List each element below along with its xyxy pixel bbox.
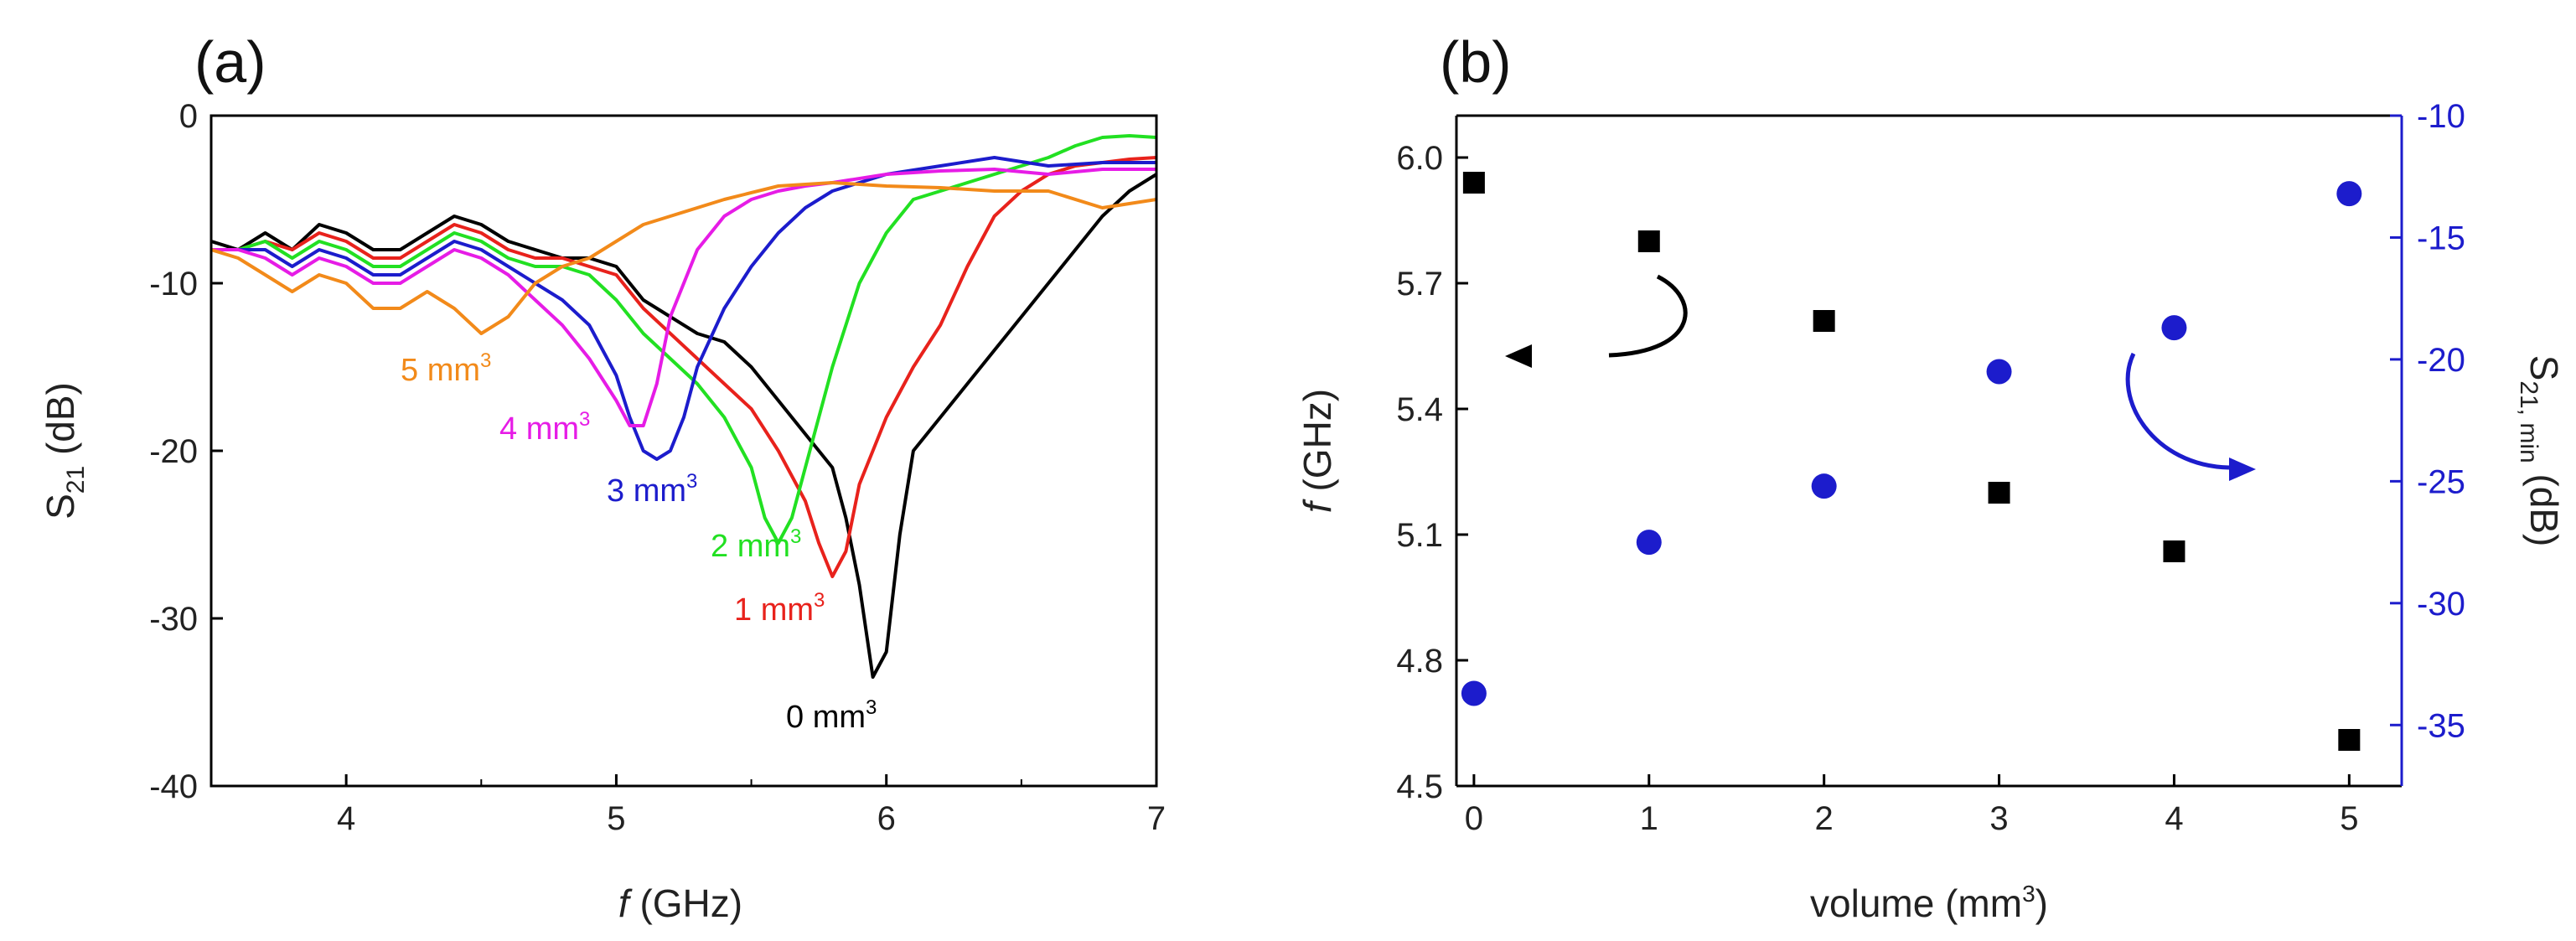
right-axis-arrow bbox=[2125, 352, 2230, 470]
x-tick-label: 6 bbox=[877, 800, 896, 837]
right-y-tick-label: -10 bbox=[2417, 98, 2465, 135]
panel-a-y-ticks: 0 -10 -20 -30 -40 bbox=[149, 98, 223, 805]
panel-a-x-axis-label: f (GHz) bbox=[618, 882, 742, 925]
panel-b-left-y-ticks: 4.5 4.8 5.1 5.4 5.7 6.0 bbox=[1396, 140, 1468, 805]
x-tick-label: 4 bbox=[337, 800, 355, 837]
panel-b-x-ticks: 0 1 2 3 4 5 bbox=[1465, 774, 2358, 837]
y-tick-label: -30 bbox=[149, 601, 198, 638]
curve-label-2mm3: 2 mm3 bbox=[711, 525, 801, 564]
frequency-point bbox=[1462, 172, 1485, 194]
panel-a-x-ticks: 4 5 6 7 bbox=[210, 774, 1166, 837]
left-y-tick-label: 5.4 bbox=[1396, 391, 1443, 428]
left-axis-arrowhead bbox=[1505, 344, 1532, 368]
frequency-point bbox=[1637, 230, 1660, 252]
series-line-1mm3 bbox=[211, 156, 1157, 578]
frequency-point bbox=[1813, 310, 1835, 332]
curve-label-0mm3: 0 mm3 bbox=[786, 696, 877, 735]
s21-min-point bbox=[2161, 315, 2187, 341]
s21-min-point bbox=[1636, 530, 1662, 556]
panel-a-label: (a) bbox=[194, 29, 266, 95]
y-tick-label: -40 bbox=[149, 768, 198, 805]
x-tick-label: 7 bbox=[1147, 800, 1166, 837]
s21-min-point bbox=[1461, 680, 1487, 706]
x-tick-label: 3 bbox=[1989, 800, 2008, 837]
panel-a-y-axis-label: S21 (dB) bbox=[39, 382, 90, 520]
series-line-4mm3 bbox=[211, 168, 1156, 427]
curve-label-1mm3: 1 mm3 bbox=[734, 589, 825, 628]
left-y-tick-label: 4.5 bbox=[1396, 768, 1443, 805]
panel-a-y-label-rest: (dB) bbox=[39, 382, 82, 466]
s21-min-point bbox=[2336, 181, 2362, 207]
panel-b-right-y-ticks: -10 -15 -20 -25 -30 -35 bbox=[2390, 98, 2465, 744]
right-y-tick-label: -15 bbox=[2417, 220, 2465, 256]
left-y-tick-label: 5.7 bbox=[1396, 266, 1443, 302]
panel-b-x-axis-label: volume (mm3) bbox=[1810, 881, 2048, 925]
panel-a-y-label-main: S bbox=[39, 494, 82, 520]
y-tick-label: -10 bbox=[149, 266, 198, 302]
x-tick-label: 5 bbox=[607, 800, 625, 837]
panel-b-points bbox=[1461, 172, 2362, 751]
left-y-tick-label: 4.8 bbox=[1396, 643, 1443, 680]
panel-a-x-label-rest: (GHz) bbox=[629, 882, 742, 925]
s21-min-point bbox=[1986, 359, 2012, 385]
x-tick-label: 1 bbox=[1640, 800, 1658, 837]
left-axis-arrow bbox=[1608, 274, 1688, 358]
x-tick-label: 2 bbox=[1815, 800, 1834, 837]
panel-a-y-label-sub: 21 bbox=[62, 466, 90, 494]
left-y-tick-label: 6.0 bbox=[1396, 140, 1443, 177]
x-tick-label: 5 bbox=[2340, 800, 2358, 837]
y-tick-label: -20 bbox=[149, 433, 198, 470]
frequency-point bbox=[2163, 540, 2185, 562]
curve-label-4mm3: 4 mm3 bbox=[499, 408, 590, 447]
right-y-tick-label: -25 bbox=[2417, 463, 2465, 500]
series-line-5mm3 bbox=[210, 181, 1157, 335]
panel-a-plot-frame bbox=[209, 114, 1158, 788]
panel-a-x-label-italic: f bbox=[618, 882, 633, 925]
y-tick-label: 0 bbox=[179, 98, 198, 135]
right-y-tick-label: -35 bbox=[2417, 707, 2465, 744]
right-axis-arrowhead bbox=[2229, 458, 2256, 481]
frequency-point bbox=[2338, 729, 2361, 751]
panel-b-right-y-axis-label: S21, min (dB) bbox=[2515, 355, 2566, 547]
right-y-tick-label: -20 bbox=[2417, 342, 2465, 379]
series-line-2mm3 bbox=[211, 134, 1157, 545]
frequency-point bbox=[1988, 482, 2010, 504]
panel-b-label: (b) bbox=[1440, 29, 1512, 95]
series-line-0mm3 bbox=[210, 173, 1158, 679]
right-y-tick-label: -30 bbox=[2417, 586, 2465, 623]
x-tick-label: 0 bbox=[1465, 800, 1483, 837]
panel-b-left-y-axis-label: f (GHz) bbox=[1296, 389, 1339, 513]
curve-label-5mm3: 5 mm3 bbox=[401, 349, 491, 388]
panel-a-curves bbox=[210, 134, 1158, 679]
left-y-tick-label: 5.1 bbox=[1396, 517, 1443, 554]
s21-min-point bbox=[1811, 473, 1837, 499]
series-line-3mm3 bbox=[211, 156, 1156, 461]
x-tick-label: 4 bbox=[2165, 800, 2183, 837]
curve-label-3mm3: 3 mm3 bbox=[607, 470, 697, 509]
